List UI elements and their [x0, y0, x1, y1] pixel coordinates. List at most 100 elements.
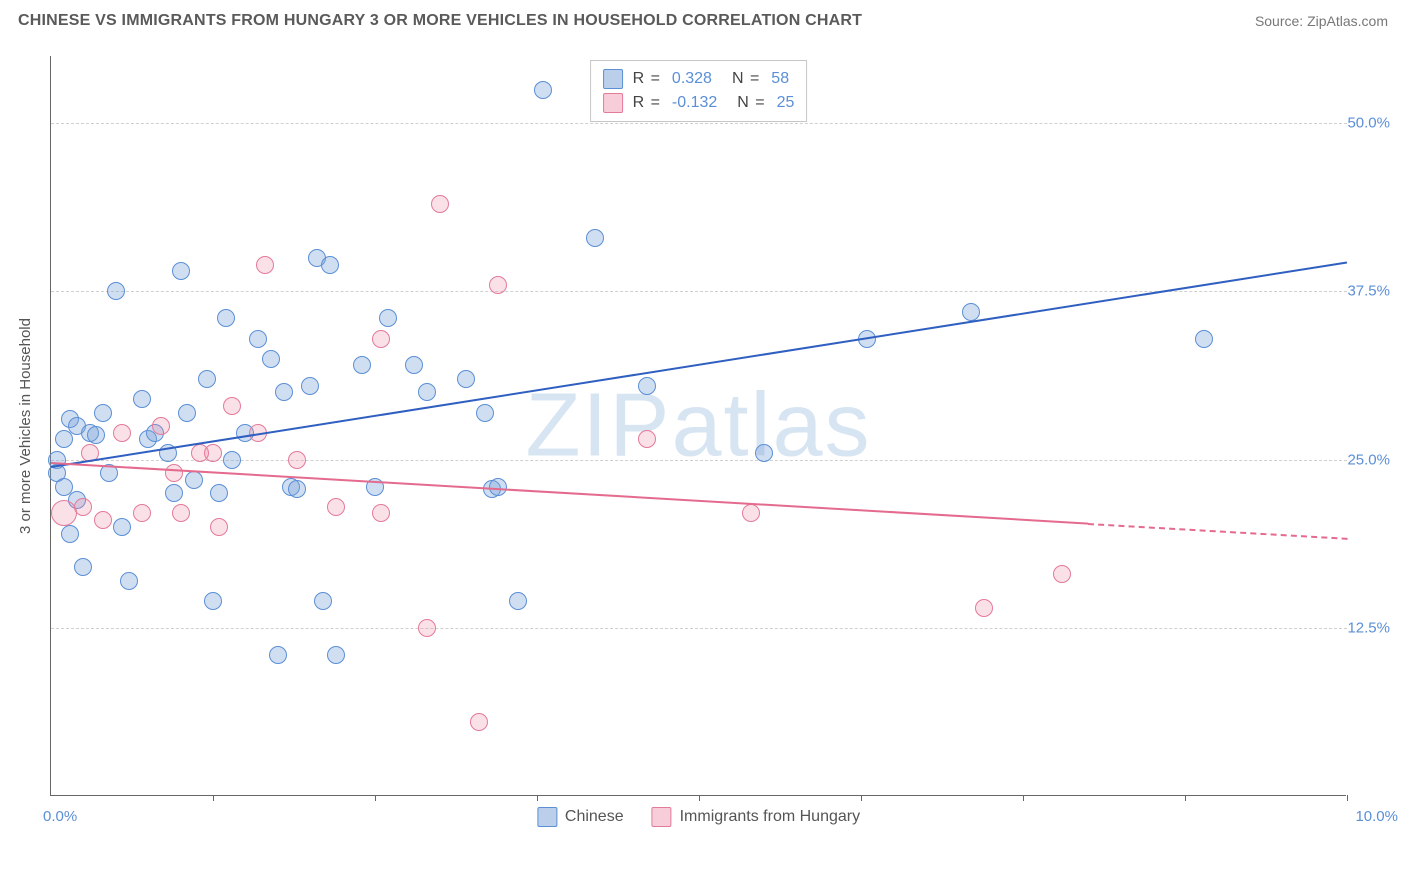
- x-tick-first: 0.0%: [43, 808, 77, 825]
- point-chinese: [327, 646, 345, 664]
- point-chinese: [301, 377, 319, 395]
- swatch-pink-icon: [652, 807, 672, 827]
- point-chinese: [262, 350, 280, 368]
- x-tick: [1347, 795, 1348, 801]
- point-hungary: [489, 276, 507, 294]
- swatch-blue-icon: [603, 69, 623, 89]
- point-chinese: [418, 383, 436, 401]
- correlation-chart: ZIPatlas 3 or more Vehicles in Household…: [50, 56, 1390, 832]
- series-legend: Chinese Immigrants from Hungary: [537, 807, 860, 827]
- point-chinese: [61, 525, 79, 543]
- x-tick: [375, 795, 376, 801]
- point-chinese: [217, 309, 235, 327]
- point-chinese: [489, 478, 507, 496]
- point-hungary: [418, 619, 436, 637]
- watermark-text: ZIPatlas: [525, 374, 871, 477]
- point-chinese: [314, 592, 332, 610]
- plot-area: ZIPatlas 3 or more Vehicles in Household…: [50, 56, 1346, 796]
- y-axis-label: 3 or more Vehicles in Household: [17, 318, 34, 534]
- x-tick: [1023, 795, 1024, 801]
- point-chinese: [534, 81, 552, 99]
- point-chinese: [476, 404, 494, 422]
- point-hungary: [431, 195, 449, 213]
- stats-legend: R = 0.328 N = 58 R = -0.132 N = 25: [590, 60, 808, 122]
- x-tick: [537, 795, 538, 801]
- point-hungary: [165, 464, 183, 482]
- swatch-pink-icon: [603, 93, 623, 113]
- point-chinese: [249, 330, 267, 348]
- point-hungary: [223, 397, 241, 415]
- stats-row-pink: R = -0.132 N = 25: [603, 91, 795, 115]
- point-chinese: [113, 518, 131, 536]
- point-hungary: [256, 256, 274, 274]
- trend-line-hungary: [51, 462, 1088, 525]
- point-chinese: [962, 303, 980, 321]
- legend-item-hungary: Immigrants from Hungary: [652, 807, 861, 827]
- point-hungary: [638, 430, 656, 448]
- point-chinese: [405, 356, 423, 374]
- point-hungary: [94, 511, 112, 529]
- point-hungary: [975, 599, 993, 617]
- point-hungary: [204, 444, 222, 462]
- point-hungary: [1053, 565, 1071, 583]
- point-chinese: [755, 444, 773, 462]
- legend-item-chinese: Chinese: [537, 807, 624, 827]
- point-chinese: [133, 390, 151, 408]
- point-chinese: [178, 404, 196, 422]
- point-chinese: [353, 356, 371, 374]
- point-chinese: [198, 370, 216, 388]
- point-chinese: [55, 430, 73, 448]
- point-chinese: [74, 558, 92, 576]
- point-chinese: [288, 480, 306, 498]
- n-value-blue: 58: [771, 67, 789, 91]
- point-chinese: [275, 383, 293, 401]
- point-chinese: [1195, 330, 1213, 348]
- point-hungary: [372, 504, 390, 522]
- point-chinese: [457, 370, 475, 388]
- point-chinese: [586, 229, 604, 247]
- point-chinese: [120, 572, 138, 590]
- point-hungary: [133, 504, 151, 522]
- point-hungary: [742, 504, 760, 522]
- r-value-blue: 0.328: [672, 67, 712, 91]
- swatch-blue-icon: [537, 807, 557, 827]
- y-tick-label: 12.5%: [1330, 619, 1390, 636]
- stats-row-blue: R = 0.328 N = 58: [603, 67, 795, 91]
- point-chinese: [638, 377, 656, 395]
- point-chinese: [223, 451, 241, 469]
- point-chinese: [509, 592, 527, 610]
- point-hungary: [327, 498, 345, 516]
- point-chinese: [94, 404, 112, 422]
- point-chinese: [165, 484, 183, 502]
- point-chinese: [107, 282, 125, 300]
- point-hungary: [372, 330, 390, 348]
- trend-line-hungary-extrapolated: [1088, 523, 1347, 540]
- chart-title: CHINESE VS IMMIGRANTS FROM HUNGARY 3 OR …: [18, 12, 862, 30]
- point-chinese: [269, 646, 287, 664]
- point-hungary: [51, 500, 77, 526]
- legend-label-hungary: Immigrants from Hungary: [680, 808, 861, 826]
- x-tick: [1185, 795, 1186, 801]
- point-hungary: [152, 417, 170, 435]
- point-chinese: [321, 256, 339, 274]
- point-hungary: [210, 518, 228, 536]
- source-attribution: Source: ZipAtlas.com: [1255, 13, 1388, 29]
- y-tick-label: 37.5%: [1330, 283, 1390, 300]
- point-chinese: [87, 426, 105, 444]
- x-tick: [213, 795, 214, 801]
- legend-label-chinese: Chinese: [565, 808, 624, 826]
- x-tick: [861, 795, 862, 801]
- point-chinese: [210, 484, 228, 502]
- y-tick-label: 25.0%: [1330, 451, 1390, 468]
- point-hungary: [288, 451, 306, 469]
- n-value-pink: 25: [777, 91, 795, 115]
- point-chinese: [204, 592, 222, 610]
- x-tick: [699, 795, 700, 801]
- point-hungary: [172, 504, 190, 522]
- x-tick-last: 10.0%: [1355, 808, 1398, 825]
- r-value-pink: -0.132: [672, 91, 717, 115]
- point-hungary: [470, 713, 488, 731]
- y-tick-label: 50.0%: [1330, 115, 1390, 132]
- gridline: [51, 123, 1347, 124]
- point-hungary: [74, 498, 92, 516]
